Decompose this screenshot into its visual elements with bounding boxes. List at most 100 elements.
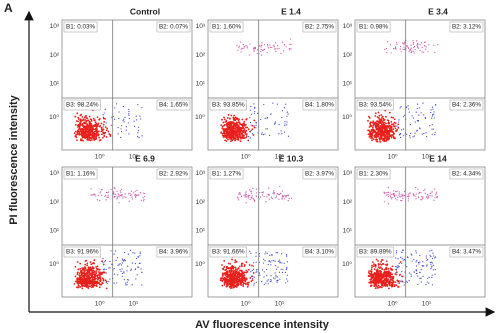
event-dot [415,250,417,252]
event-dot [417,46,419,49]
event-dot [409,49,412,51]
y-tick-label: 10² [196,52,206,59]
event-dot [424,116,426,118]
event-dot [239,282,242,285]
event-dot [375,275,378,278]
event-dot [226,283,228,286]
event-dot [409,137,411,139]
event-dot [402,249,404,251]
event-dot [232,277,235,279]
event-dot [377,121,380,124]
event-dot [82,135,85,138]
event-dot [247,195,250,197]
event-dot [276,193,278,195]
event-dot [246,282,249,284]
event-dot [226,273,229,276]
event-dot [403,194,406,197]
event-dot [256,52,258,55]
event-dot [89,266,92,269]
event-dot [270,196,273,198]
event-dot [372,124,375,127]
event-dot [396,281,398,283]
event-dot [234,278,237,281]
event-dot [102,128,105,131]
event-dot [86,272,88,275]
event-dot [269,44,271,46]
event-dot [130,194,132,196]
event-dot [91,139,93,141]
event-dot [270,280,272,282]
event-dot [379,285,382,288]
x-axis-label: AV fluorescence intensity [195,319,330,331]
event-dot [95,266,98,268]
x-tick-label: 10⁰ [95,154,105,161]
event-dot [416,260,418,262]
event-dot [421,51,423,53]
event-dot [383,121,386,124]
x-tick-label: 10⁰ [388,154,398,161]
event-dot [281,116,283,119]
event-dot [236,280,239,283]
event-dot [230,280,233,283]
event-dot [276,252,279,254]
event-dot [286,124,288,126]
event-dot [131,196,133,198]
event-dot [94,274,96,277]
event-dot [102,263,105,266]
quadrant-label-box [156,99,191,111]
event-dot [234,259,237,262]
event-dot [274,278,276,280]
event-dot [368,270,370,273]
event-dot [387,267,390,270]
event-dot [267,193,269,196]
event-dot [422,196,424,198]
event-dot [96,268,99,271]
event-dot [227,114,230,116]
event-dot [125,126,127,128]
event-dot [261,269,264,271]
event-dot [245,269,248,272]
event-dot [241,279,243,282]
event-dot [408,272,411,274]
event-dot [400,256,402,258]
event-dot [250,252,252,255]
event-dot [262,49,264,51]
event-dot [393,194,395,197]
event-dot [228,125,231,128]
event-dot [428,276,430,278]
event-dot [243,46,245,48]
event-dot [279,193,281,195]
event-dot [426,196,428,199]
event-dot [279,261,281,263]
event-dot [119,268,121,271]
event-dot [413,193,415,196]
event-dot [232,124,235,127]
event-dot [253,50,255,52]
event-dot [118,195,120,198]
y-tick-label: 10³ [343,23,353,30]
event-dot [105,272,107,274]
event-dot [89,123,92,126]
event-dot [392,135,395,138]
event-dot [370,270,373,273]
event-dot [381,123,383,126]
event-dot [113,282,115,284]
event-dot [140,199,142,201]
event-dot [241,262,244,265]
event-dot [138,136,140,139]
event-dot [77,286,80,289]
event-dot [134,195,137,197]
event-dot [408,111,410,113]
event-dot [105,136,108,138]
event-dot [93,271,96,274]
event-dot [229,272,232,274]
event-dot [123,272,125,274]
event-dot [433,113,435,115]
event-dot [382,139,384,142]
event-dot [386,274,389,277]
event-dot [80,128,82,131]
y-tick-label: 10² [343,199,353,206]
event-dot [368,126,371,128]
event-dot [400,106,402,108]
event-dot [423,190,425,192]
